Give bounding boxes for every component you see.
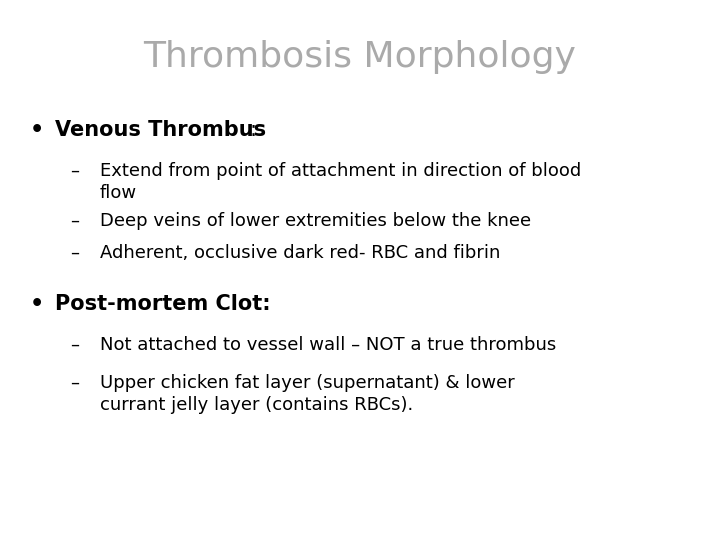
Text: flow: flow: [100, 184, 137, 202]
Text: Adherent, occlusive dark red- RBC and fibrin: Adherent, occlusive dark red- RBC and fi…: [100, 244, 500, 262]
Text: Upper chicken fat layer (supernatant) & lower: Upper chicken fat layer (supernatant) & …: [100, 374, 515, 392]
Text: –: –: [70, 162, 79, 180]
Text: •: •: [30, 294, 44, 314]
Text: currant jelly layer (contains RBCs).: currant jelly layer (contains RBCs).: [100, 396, 413, 414]
Text: –: –: [70, 336, 79, 354]
Text: Deep veins of lower extremities below the knee: Deep veins of lower extremities below th…: [100, 212, 531, 230]
Text: Venous Thrombus: Venous Thrombus: [55, 120, 266, 140]
Text: Not attached to vessel wall – NOT a true thrombus: Not attached to vessel wall – NOT a true…: [100, 336, 557, 354]
Text: Extend from point of attachment in direction of blood: Extend from point of attachment in direc…: [100, 162, 581, 180]
Text: –: –: [70, 244, 79, 262]
Text: –: –: [70, 212, 79, 230]
Text: •: •: [30, 120, 44, 140]
Text: :: :: [250, 120, 257, 140]
Text: Thrombosis Morphology: Thrombosis Morphology: [143, 40, 577, 74]
Text: Post-mortem Clot:: Post-mortem Clot:: [55, 294, 271, 314]
Text: –: –: [70, 374, 79, 392]
